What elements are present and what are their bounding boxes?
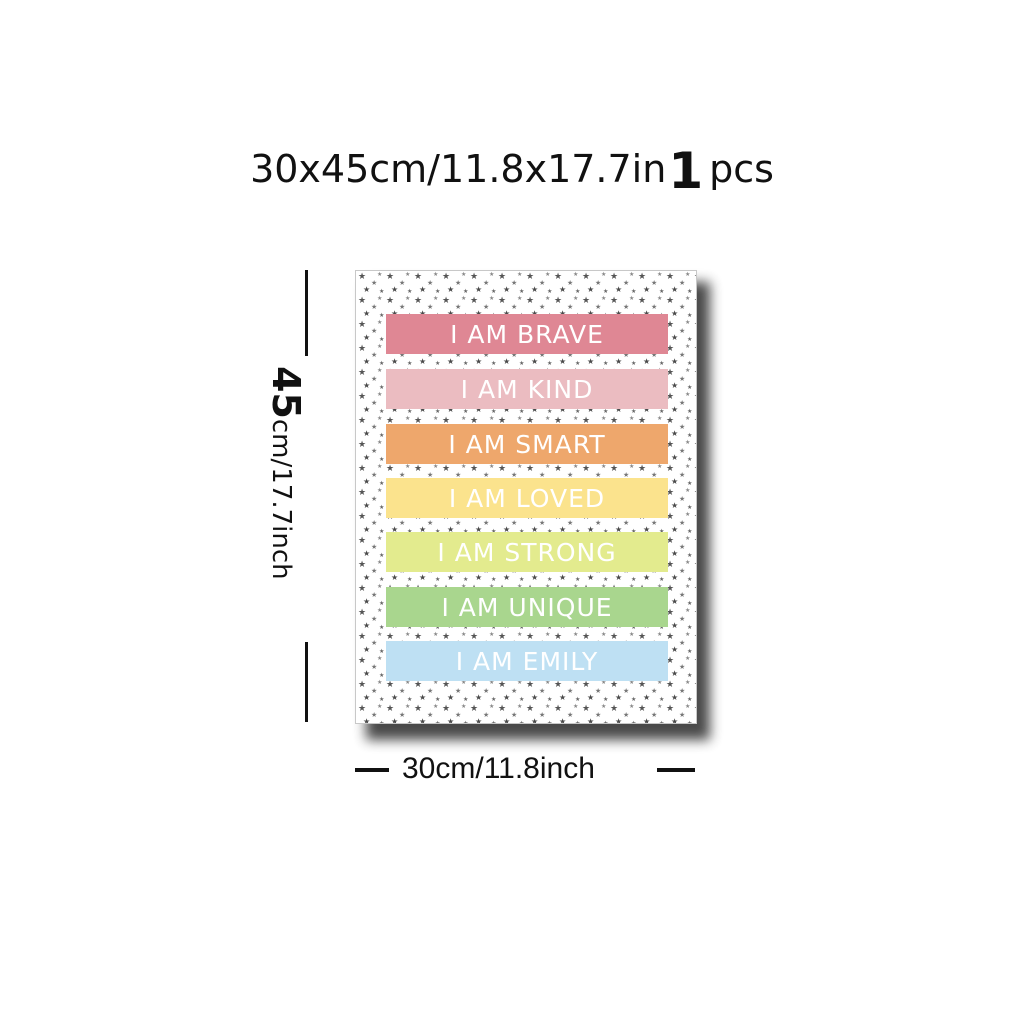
- height-dimension-line-top: [305, 270, 308, 356]
- band-text: I AM BRAVE: [450, 319, 604, 349]
- width-dimension-label: 30cm/11.8inch: [402, 752, 595, 785]
- affirmation-band-brave: I AM BRAVE: [386, 314, 668, 354]
- quantity-number: 1: [668, 142, 704, 200]
- affirmation-band-emily: I AM EMILY: [386, 641, 668, 681]
- affirmation-poster: ★ ★ ★ ★ ★ I AM BRAVE I AM KIND I AM SMAR…: [355, 270, 697, 724]
- quantity-unit: pcs: [709, 147, 774, 191]
- affirmation-band-unique: I AM UNIQUE: [386, 587, 668, 627]
- affirmation-band-kind: I AM KIND: [386, 369, 668, 409]
- band-text: I AM LOVED: [448, 483, 606, 513]
- band-text: I AM KIND: [460, 374, 594, 404]
- band-text: I AM STRONG: [437, 537, 617, 567]
- band-text: I AM SMART: [448, 429, 606, 459]
- band-text: I AM EMILY: [455, 646, 599, 676]
- affirmation-band-loved: I AM LOVED: [386, 478, 668, 518]
- height-units: cm/17.7inch: [266, 418, 296, 580]
- affirmation-band-smart: I AM SMART: [386, 424, 668, 464]
- height-dimension-line-bottom: [305, 642, 308, 722]
- affirmation-band-strong: I AM STRONG: [386, 532, 668, 572]
- height-dimension-label: 45cm/17.7inch: [264, 366, 308, 580]
- size-text: 30x45cm/11.8x17.7in: [250, 147, 667, 191]
- band-text: I AM UNIQUE: [441, 592, 613, 622]
- width-dimension-line-right: [657, 768, 695, 772]
- width-dimension-line-left: [355, 768, 389, 772]
- size-title: 30x45cm/11.8x17.7in1 pcs: [0, 136, 1024, 200]
- height-value: 45: [264, 366, 308, 419]
